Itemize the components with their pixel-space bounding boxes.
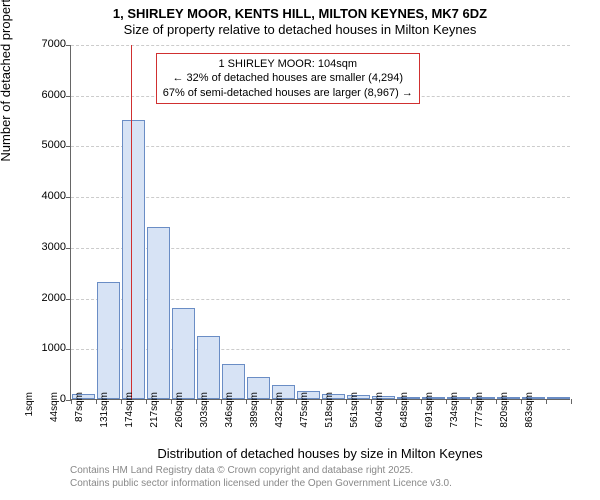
annot-line3: 67% of semi-detached houses are larger (…: [163, 86, 413, 100]
xtick-label: 346sqm: [224, 392, 235, 442]
footer-line2: Contains public sector information licen…: [70, 478, 452, 491]
xtick-label: 131sqm: [99, 392, 110, 442]
xtick-label: 217sqm: [149, 392, 160, 442]
xtick-label: 863sqm: [524, 392, 535, 442]
xtick-label: 604sqm: [374, 392, 385, 442]
footer-attribution: Contains HM Land Registry data © Crown c…: [70, 465, 452, 490]
ytick-mark: [66, 299, 71, 300]
ytick-label: 1000: [26, 342, 66, 354]
histogram-bar: [147, 227, 171, 399]
gridline: [71, 197, 570, 198]
xtick-mark: [346, 399, 347, 404]
xtick-mark: [121, 399, 122, 404]
xtick-mark: [96, 399, 97, 404]
ytick-mark: [66, 96, 71, 97]
annot-line1: 1 SHIRLEY MOOR: 104sqm: [163, 57, 413, 71]
xtick-mark: [571, 399, 572, 404]
ytick-mark: [66, 45, 71, 46]
ytick-label: 6000: [26, 89, 66, 101]
xtick-label: 87sqm: [74, 392, 85, 442]
xtick-mark: [371, 399, 372, 404]
xtick-mark: [546, 399, 547, 404]
ytick-label: 7000: [26, 38, 66, 50]
xtick-mark: [271, 399, 272, 404]
xtick-label: 734sqm: [449, 392, 460, 442]
y-axis-label: Number of detached properties: [0, 0, 13, 212]
xtick-label: 303sqm: [199, 392, 210, 442]
ytick-mark: [66, 197, 71, 198]
histogram-bar: [197, 336, 221, 399]
xtick-mark: [221, 399, 222, 404]
gridline: [71, 45, 570, 46]
xtick-mark: [171, 399, 172, 404]
xtick-mark: [146, 399, 147, 404]
ytick-mark: [66, 248, 71, 249]
gridline: [71, 146, 570, 147]
xtick-label: 260sqm: [174, 392, 185, 442]
plot-area: 1 SHIRLEY MOOR: 104sqm← 32% of detached …: [70, 45, 570, 400]
ytick-mark: [66, 146, 71, 147]
xtick-mark: [321, 399, 322, 404]
xtick-mark: [521, 399, 522, 404]
xtick-mark: [71, 399, 72, 404]
xtick-label: 777sqm: [474, 392, 485, 442]
xtick-mark: [396, 399, 397, 404]
property-marker-line: [131, 45, 132, 399]
ytick-label: 4000: [26, 190, 66, 202]
xtick-label: 44sqm: [49, 392, 60, 442]
ytick-label: 5000: [26, 139, 66, 151]
xtick-label: 648sqm: [399, 392, 410, 442]
histogram-bar: [172, 308, 196, 399]
xtick-label: 1sqm: [24, 392, 35, 442]
chart-title-line1: 1, SHIRLEY MOOR, KENTS HILL, MILTON KEYN…: [0, 6, 600, 21]
footer-line1: Contains HM Land Registry data © Crown c…: [70, 465, 452, 478]
xtick-label: 691sqm: [424, 392, 435, 442]
xtick-label: 475sqm: [299, 392, 310, 442]
xtick-label: 174sqm: [124, 392, 135, 442]
xtick-label: 432sqm: [274, 392, 285, 442]
xtick-mark: [246, 399, 247, 404]
ytick-label: 2000: [26, 292, 66, 304]
xtick-mark: [446, 399, 447, 404]
annot-line2: ← 32% of detached houses are smaller (4,…: [163, 71, 413, 85]
xtick-mark: [296, 399, 297, 404]
ytick-mark: [66, 349, 71, 350]
xtick-mark: [421, 399, 422, 404]
ytick-label: 3000: [26, 241, 66, 253]
histogram-bar: [97, 282, 121, 399]
annotation-box: 1 SHIRLEY MOOR: 104sqm← 32% of detached …: [156, 53, 420, 104]
x-axis-label: Distribution of detached houses by size …: [70, 446, 570, 461]
histogram-bar: [547, 397, 571, 399]
xtick-mark: [196, 399, 197, 404]
xtick-mark: [471, 399, 472, 404]
xtick-label: 389sqm: [249, 392, 260, 442]
histogram-bar: [122, 120, 146, 399]
xtick-label: 561sqm: [349, 392, 360, 442]
xtick-mark: [496, 399, 497, 404]
xtick-label: 820sqm: [499, 392, 510, 442]
chart-title-line2: Size of property relative to detached ho…: [0, 22, 600, 37]
xtick-label: 518sqm: [324, 392, 335, 442]
